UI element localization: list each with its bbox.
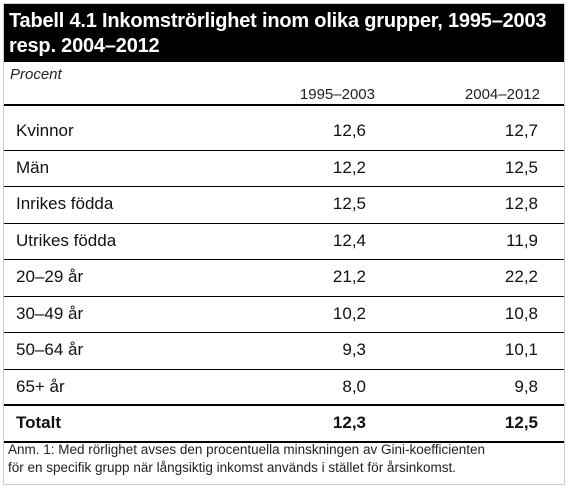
note-line-1: Anm. 1: Med rörlighet avses den procentu…	[8, 442, 486, 457]
table-bottom-rule	[4, 440, 564, 443]
total-row: Totalt 12,3 12,5	[4, 405, 564, 441]
table-row: Utrikes födda 12,4 11,9	[4, 223, 564, 259]
table-row: 50–64 år 9,3 10,1	[4, 332, 564, 368]
value-2004-2012: 10,8	[504, 303, 538, 323]
value-2004-2012: 12,7	[504, 121, 538, 140]
value-2004-2012: 11,9	[506, 230, 538, 250]
table-row: 65+ år 8,0 9,8	[4, 369, 564, 405]
value-1995-2003: 12,6	[332, 121, 366, 140]
row-label: Kvinnor	[16, 121, 74, 140]
table-title-line-2: resp. 2004–2012	[9, 35, 160, 57]
row-label: Män	[16, 157, 50, 177]
row-label: 65+ år	[16, 376, 65, 396]
row-separator	[4, 295, 564, 297]
value-2004-2012: 12,8	[504, 194, 538, 213]
value-1995-2003: 8,0	[342, 376, 366, 396]
title-bar: Tabell 4.1 Inkomströrlighet inom olika g…	[4, 4, 564, 62]
row-label: 20–29 år	[16, 267, 84, 286]
table-row: 30–49 år 10,2 10,8	[4, 296, 564, 332]
note-line-2: för en specifik grupp när långsiktig ink…	[8, 460, 456, 475]
value-1995-2003: 9,3	[342, 340, 366, 359]
column-header-2004-2012: 2004–2012	[464, 86, 540, 103]
table-row: Män 12,2 12,5	[4, 150, 564, 186]
table-row: 20–29 år 21,2 22,2	[4, 259, 564, 295]
value-1995-2003: 12,2	[332, 157, 366, 177]
row-separator	[4, 259, 564, 260]
table-title-line-1: Tabell 4.1 Inkomströrlighet inom olika g…	[9, 10, 547, 32]
table-row: Inrikes födda 12,5 12,8	[4, 186, 564, 222]
table-frame: Tabell 4.1 Inkomströrlighet inom olika g…	[3, 3, 565, 485]
row-separator	[4, 222, 564, 224]
row-separator	[4, 186, 564, 187]
value-1995-2003: 21,2	[332, 267, 366, 286]
row-separator	[4, 149, 564, 151]
value-1995-2003: 12,5	[332, 194, 366, 213]
value-2004-2012: 22,2	[504, 267, 538, 286]
header-rule	[4, 104, 564, 106]
table-row: Kvinnor 12,6 12,7	[4, 113, 564, 149]
value-2004-2012: 10,1	[504, 340, 538, 359]
value-1995-2003: 10,2	[332, 303, 366, 323]
row-separator	[4, 404, 564, 406]
value-2004-2012: 12,5	[504, 413, 538, 432]
row-label: Totalt	[16, 413, 62, 432]
row-label: 30–49 år	[16, 303, 84, 323]
row-label: 50–64 år	[16, 340, 84, 359]
row-label: Utrikes födda	[16, 230, 117, 250]
row-separator	[4, 332, 564, 333]
row-label: Inrikes födda	[16, 194, 114, 213]
value-1995-2003: 12,4	[332, 230, 366, 250]
value-2004-2012: 9,8	[514, 376, 538, 396]
value-1995-2003: 12,3	[332, 413, 366, 432]
column-header-1995-2003: 1995–2003	[299, 86, 375, 103]
row-separator	[4, 368, 564, 370]
table-note: Anm. 1: Med rörlighet avses den procentu…	[8, 441, 560, 477]
value-2004-2012: 12,5	[504, 157, 538, 177]
unit-label: Procent	[10, 66, 62, 83]
